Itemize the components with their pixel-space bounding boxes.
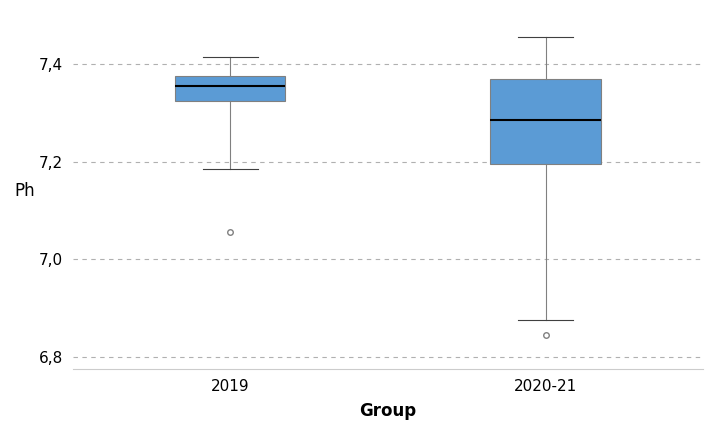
PathPatch shape <box>175 76 286 100</box>
PathPatch shape <box>490 78 601 164</box>
Y-axis label: Ph: Ph <box>14 182 35 200</box>
X-axis label: Group: Group <box>360 402 416 420</box>
